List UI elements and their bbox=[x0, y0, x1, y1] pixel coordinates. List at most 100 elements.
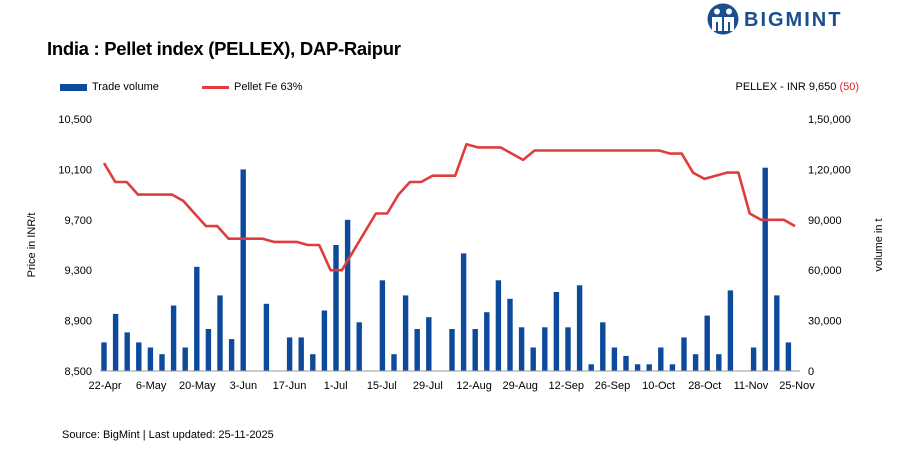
legend-line-swatch bbox=[202, 85, 229, 89]
volume-bar bbox=[588, 364, 594, 371]
volume-bar bbox=[379, 280, 386, 371]
volume-bar bbox=[785, 342, 792, 371]
volume-bar bbox=[414, 329, 420, 371]
x-tick-label: 6-May bbox=[136, 380, 167, 392]
volume-bar bbox=[356, 322, 362, 371]
volume-bar bbox=[101, 342, 107, 371]
pellex-price-text: PELLEX - INR 9,650 bbox=[735, 81, 837, 93]
x-tick-label: 11-Nov bbox=[734, 380, 769, 392]
left-tick-label: 10,100 bbox=[58, 164, 92, 176]
volume-bar bbox=[518, 327, 525, 371]
volume-bar bbox=[205, 329, 212, 371]
bigmint-logo: BIGMINT bbox=[706, 2, 886, 36]
right-tick-label: 90,000 bbox=[808, 215, 842, 227]
volume-bar bbox=[542, 327, 548, 371]
x-tick-label: 22-Apr bbox=[88, 380, 121, 392]
left-axis-ticks: 10,500 10,100 9,700 9,300 8,900 8,500 bbox=[58, 114, 92, 378]
x-tick-label: 28-Oct bbox=[688, 380, 721, 392]
right-tick-label: 60,000 bbox=[808, 265, 842, 277]
volume-bar bbox=[124, 332, 130, 371]
volume-bar bbox=[460, 253, 467, 371]
x-tick-label: 12-Sep bbox=[549, 380, 584, 392]
volume-bar bbox=[553, 292, 560, 371]
volume-bar bbox=[484, 312, 490, 371]
volume-bar bbox=[658, 347, 664, 371]
volume-bar bbox=[750, 347, 757, 371]
source-note: Source: BigMint | Last updated: 25-11-20… bbox=[62, 429, 274, 441]
volume-bar bbox=[704, 315, 710, 371]
right-axis-title: volume in t bbox=[873, 218, 885, 271]
volume-bar bbox=[194, 266, 200, 371]
volume-bar bbox=[159, 354, 165, 371]
volume-bar bbox=[182, 347, 188, 371]
x-tick-label: 3-Jun bbox=[230, 380, 258, 392]
volume-bar bbox=[240, 169, 246, 371]
volume-bar bbox=[669, 364, 676, 371]
volume-bar bbox=[634, 364, 641, 371]
volume-bar bbox=[646, 364, 652, 371]
legend-bar-swatch bbox=[60, 83, 87, 91]
left-tick-label: 9,700 bbox=[64, 215, 92, 227]
x-tick-label: 10-Oct bbox=[642, 380, 675, 392]
left-tick-label: 9,300 bbox=[64, 265, 92, 277]
volume-bar bbox=[472, 329, 478, 371]
left-tick-label: 8,900 bbox=[64, 316, 92, 328]
volume-bar bbox=[716, 354, 722, 371]
volume-bar bbox=[774, 295, 780, 371]
legend-trade-volume: Trade volume bbox=[60, 81, 159, 93]
left-tick-label: 8,500 bbox=[64, 366, 92, 378]
bigmint-logo-icon bbox=[707, 3, 739, 35]
x-tick-label: 29-Aug bbox=[502, 380, 537, 392]
volume-bar bbox=[333, 245, 339, 371]
pellex-price-label: PELLEX - INR 9,650 (50) bbox=[735, 81, 859, 93]
volume-bar bbox=[321, 310, 328, 371]
volume-bar bbox=[217, 295, 223, 371]
legend-pellet-fe: Pellet Fe 63% bbox=[202, 81, 302, 93]
bigmint-logo-text: BIGMINT bbox=[744, 9, 843, 31]
volume-bar bbox=[147, 347, 154, 371]
bar-series bbox=[101, 167, 792, 371]
volume-bar bbox=[692, 354, 699, 371]
legend-pellet-fe-label: Pellet Fe 63% bbox=[234, 81, 303, 93]
volume-bar bbox=[623, 355, 629, 371]
volume-bar bbox=[495, 280, 502, 371]
x-tick-label: 20-May bbox=[179, 380, 216, 392]
volume-bar bbox=[681, 337, 687, 371]
volume-bar bbox=[170, 305, 177, 371]
chart-title: India : Pellet index (PELLEX), DAP-Raipu… bbox=[47, 38, 401, 59]
x-tick-label: 12-Aug bbox=[456, 380, 491, 392]
volume-bar bbox=[576, 285, 583, 371]
volume-bar bbox=[426, 317, 432, 371]
pellet-fe-line bbox=[102, 142, 796, 272]
volume-bar bbox=[391, 354, 397, 371]
volume-bar bbox=[286, 337, 293, 371]
right-tick-label: 0 bbox=[808, 366, 814, 378]
volume-bar bbox=[298, 337, 304, 371]
right-tick-label: 1,50,000 bbox=[808, 114, 851, 126]
x-tick-label: 25-Nov bbox=[779, 380, 815, 392]
volume-bar bbox=[530, 347, 536, 371]
left-tick-label: 10,500 bbox=[58, 114, 92, 126]
right-axis-ticks: 1,50,000 1,20,000 90,000 60,000 30,000 0 bbox=[808, 114, 851, 378]
volume-bar bbox=[112, 313, 119, 371]
x-tick-label: 26-Sep bbox=[595, 380, 630, 392]
x-tick-label: 29-Jul bbox=[413, 380, 443, 392]
volume-bar bbox=[762, 167, 768, 371]
volume-bar bbox=[402, 295, 409, 371]
volume-bar bbox=[507, 298, 513, 371]
volume-bar bbox=[310, 354, 316, 371]
left-axis-title: Price in INR/t bbox=[26, 213, 38, 278]
volume-bar bbox=[449, 329, 455, 371]
volume-bar bbox=[136, 342, 142, 371]
x-tick-label: 17-Jun bbox=[273, 380, 307, 392]
legend-trade-volume-label: Trade volume bbox=[92, 81, 159, 93]
x-tick-label: 15-Jul bbox=[367, 380, 397, 392]
volume-bar bbox=[727, 290, 734, 371]
volume-bar bbox=[263, 303, 270, 371]
volume-bar bbox=[344, 219, 351, 371]
x-axis-ticks: 22-Apr 6-May 20-May 3-Jun 17-Jun 1-Jul 15-Jul 2… bbox=[88, 380, 815, 392]
right-tick-label: 1,20,000 bbox=[808, 164, 851, 176]
right-tick-label: 30,000 bbox=[808, 316, 842, 328]
volume-bar bbox=[228, 339, 235, 371]
